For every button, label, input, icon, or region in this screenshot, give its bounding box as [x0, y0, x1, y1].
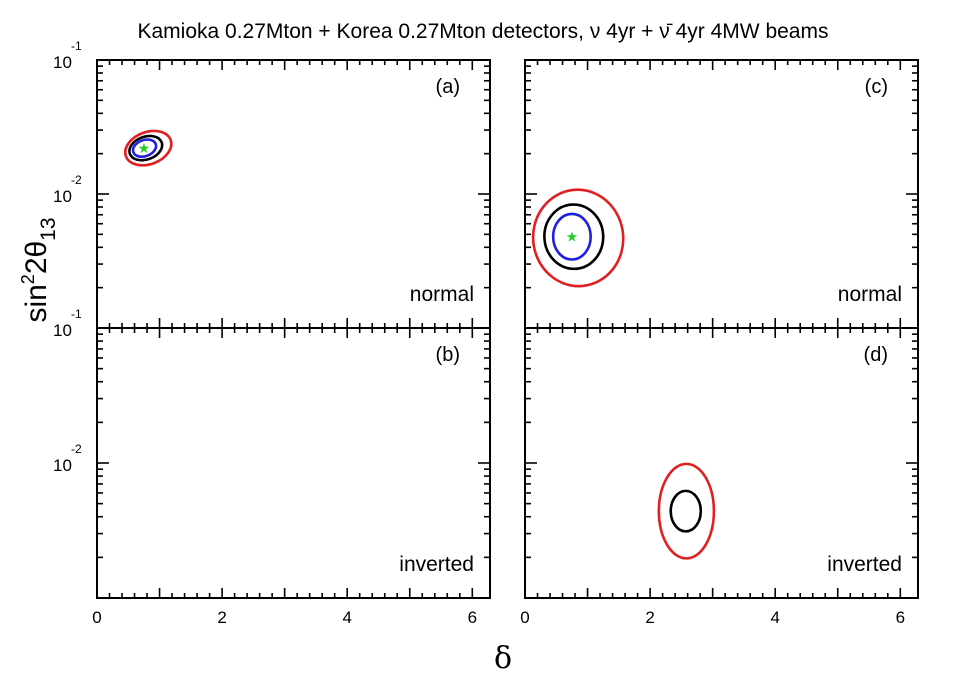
y-axis-label-sub: 13 — [37, 217, 60, 240]
panel-a-tag: (a) — [436, 76, 460, 98]
panel-d: 0 2 4 6 (d) inverted — [520, 327, 919, 627]
y-axis-label-sup: 2 — [18, 274, 38, 284]
y-tick-label-exponent: -2 — [71, 173, 82, 187]
y-axis-label: sin22θ13 — [18, 217, 60, 322]
panel-a: 10-110-2(a)normal★ — [53, 39, 491, 329]
x-tick-label: 6 — [896, 608, 905, 627]
y-tick-label: 10 — [53, 187, 72, 206]
contour-blue — [551, 212, 592, 261]
panel-b-tag: (b) — [436, 344, 460, 366]
contour-blue — [131, 138, 158, 158]
contour-black — [543, 203, 605, 271]
figure-title: Kamioka 0.27Mton + Korea 0.27Mton detect… — [138, 20, 829, 43]
y-tick-label-exponent: -2 — [71, 442, 82, 456]
svg-text:sin22θ13: sin22θ13 — [18, 217, 60, 322]
x-axis-label: δ — [494, 641, 512, 676]
y-tick-label: 10 — [53, 321, 72, 340]
contour-red — [531, 188, 625, 288]
panel-c: (c) normal ★ — [524, 59, 919, 329]
panel-d-hierarchy: inverted — [827, 553, 902, 576]
panel-c-tag: (c) — [865, 76, 888, 98]
panel-c-hierarchy: normal — [838, 283, 902, 306]
panel-b-hierarchy: inverted — [399, 553, 474, 576]
x-tick-label: 2 — [217, 608, 226, 627]
contour-red — [123, 129, 173, 167]
contour-red — [657, 462, 716, 560]
panel-b: 10-110-20 2 4 6(b)inverted — [53, 307, 491, 627]
x-tick-label: 4 — [342, 608, 351, 627]
y-tick-label-exponent: -1 — [71, 307, 82, 321]
panel-a-hierarchy: normal — [410, 283, 474, 306]
y-axis-label-mid: 2θ — [20, 241, 53, 274]
x-tick-label: 4 — [770, 608, 779, 627]
true-point-star: ★ — [566, 230, 579, 246]
y-tick-label-exponent: -1 — [71, 39, 82, 53]
contour-black — [128, 134, 164, 162]
x-tick-label: 0 — [520, 608, 529, 627]
x-tick-label: 0 — [92, 608, 101, 627]
contour-black — [669, 489, 703, 533]
panels-group: 10-110-2(a)normal★(c)normal★10-110-20 2 4 6… — [53, 39, 919, 627]
y-axis-label-main: sin — [20, 284, 53, 322]
y-tick-label: 10 — [53, 53, 72, 72]
true-point-star: ★ — [138, 141, 151, 157]
x-tick-label: 6 — [468, 608, 477, 627]
panel-d-tag: (d) — [864, 344, 888, 366]
y-tick-label: 10 — [53, 456, 72, 475]
x-tick-label: 2 — [645, 608, 654, 627]
